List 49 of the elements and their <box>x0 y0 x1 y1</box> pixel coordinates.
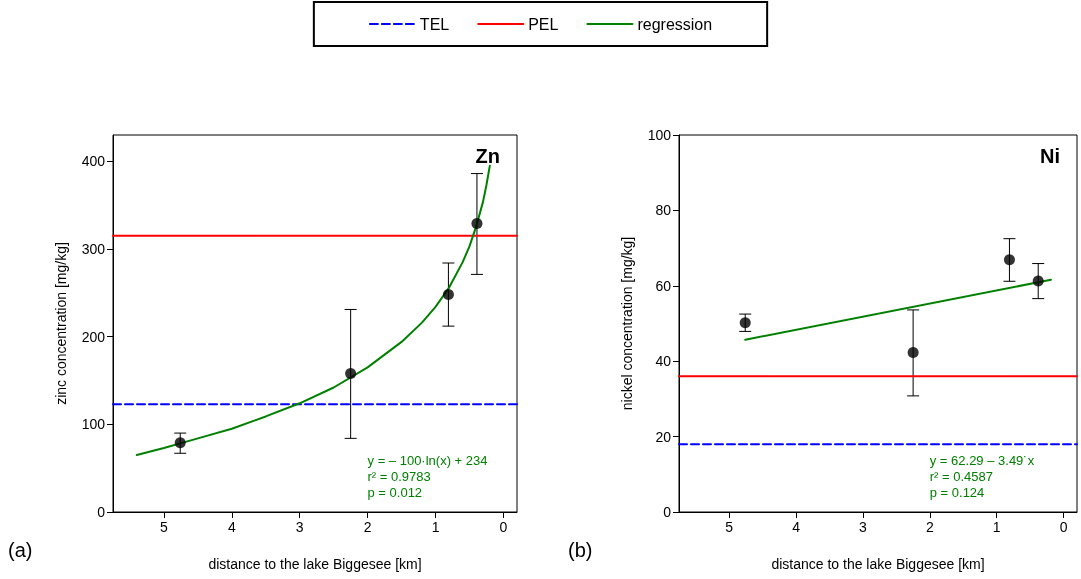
point <box>442 289 454 301</box>
x-tick-label: 2 <box>925 519 934 535</box>
text: Zn <box>475 145 500 167</box>
x-tick-label: 1 <box>431 519 440 535</box>
text: (b) <box>568 539 593 561</box>
x-tick-label: 3 <box>295 519 304 535</box>
y-tick-label: 60 <box>655 277 672 294</box>
annotation: p = 0.124 <box>929 485 985 500</box>
x-tick-label: 2 <box>363 519 372 535</box>
x-tick-label: 4 <box>227 519 236 535</box>
y-tick-label: 400 <box>81 153 106 170</box>
annotation: y = 62.29 – 3.49˙x <box>929 453 1035 468</box>
point <box>1003 254 1015 266</box>
x-axis-title: distance to the lake Biggesee [km] <box>771 556 985 572</box>
x-tick-label: 1 <box>992 519 1001 535</box>
annotation: r² = 0.4587 <box>929 469 993 484</box>
x-tick-label: 5 <box>725 519 734 535</box>
annotation: r² = 0.9783 <box>367 469 431 484</box>
point <box>174 437 186 449</box>
x-tick-label: 3 <box>859 519 868 535</box>
x-axis-title: distance to the lake Biggesee [km] <box>208 556 422 572</box>
line-series <box>135 164 491 457</box>
legend-label: TEL <box>419 15 450 33</box>
x-tick-label: 4 <box>792 519 801 535</box>
point <box>1032 275 1044 287</box>
y-tick-label: 0 <box>97 504 106 520</box>
y-axis-title: zinc concentration [mg/kg] <box>53 242 69 405</box>
y-tick-label: 20 <box>655 428 672 445</box>
legend-label: PEL <box>528 15 559 33</box>
x-tick-label: 0 <box>499 519 508 535</box>
x-tick-label: 0 <box>1059 519 1068 535</box>
legend-label: regression <box>637 15 713 33</box>
y-axis-title: nickel concentration [mg/kg] <box>619 236 635 411</box>
x-tick-label: 5 <box>160 519 169 535</box>
y-tick-label: 100 <box>81 416 106 433</box>
text: Ni <box>1040 145 1060 167</box>
y-tick-label: 200 <box>81 328 106 345</box>
y-tick-label: 300 <box>81 240 106 257</box>
y-tick-label: 40 <box>655 353 672 370</box>
point <box>471 218 483 230</box>
text: (a) <box>8 539 33 561</box>
y-tick-label: 100 <box>647 127 672 143</box>
annotation: y = – 100·ln(x) + 234 <box>367 453 488 468</box>
annotation: p = 0.012 <box>367 485 423 500</box>
y-tick-label: 80 <box>655 202 672 219</box>
point <box>739 317 751 329</box>
point <box>345 367 357 379</box>
point <box>907 347 919 359</box>
y-tick-label: 0 <box>663 504 672 520</box>
